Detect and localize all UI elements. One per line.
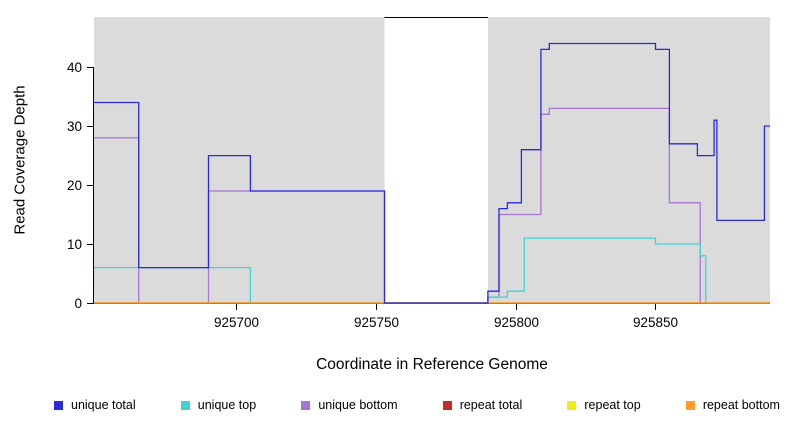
legend-swatch-repeat-top [567, 400, 577, 410]
y-tick-label: 0 [74, 296, 82, 311]
y-tick-label: 40 [67, 60, 82, 75]
legend-swatch-unique-top [180, 400, 190, 410]
legend-label: repeat bottom [702, 398, 780, 412]
y-tick-label: 10 [67, 237, 82, 252]
legend-swatch-unique-total [54, 400, 63, 410]
legend-item-unique-total: unique total [54, 398, 136, 412]
legend-item-repeat-total: repeat total [442, 398, 523, 412]
legend-label: repeat total [459, 398, 523, 412]
series-unique-total [94, 42, 770, 304]
y-tick-label: 30 [67, 119, 82, 134]
legend-label: unique total [71, 398, 136, 412]
y-tick-label: 20 [67, 178, 82, 193]
legend-label: repeat top [584, 398, 641, 412]
panel-region-left [94, 17, 385, 303]
coverage-plot: 0 10 20 30 40 925700 925750 925800 925850 [67, 17, 770, 330]
x-tick-label: 925750 [354, 315, 399, 330]
legend-swatch-repeat-total [442, 400, 452, 410]
coverage-gap-region [384, 17, 488, 303]
legend-item-unique-top: unique top [180, 398, 257, 412]
legend-swatch-repeat-bottom [685, 400, 695, 410]
panel-region-right [487, 17, 770, 303]
x-tick-label: 925800 [494, 315, 539, 330]
legend-label: unique top [197, 398, 257, 412]
legend: unique total unique top unique bottom repea… [54, 398, 780, 412]
x-tick-label: 925700 [214, 315, 259, 330]
legend-item-repeat-bottom: repeat bottom [685, 398, 780, 412]
y-axis-title: Read Coverage Depth [11, 85, 29, 235]
x-tick-label: 925850 [633, 315, 678, 330]
legend-item-repeat-top: repeat top [567, 398, 641, 412]
legend-item-unique-bottom: unique bottom [301, 398, 398, 412]
legend-label: unique bottom [318, 398, 398, 412]
legend-swatch-unique-bottom [301, 400, 311, 410]
x-axis-title: Coordinate in Reference Genome [316, 356, 548, 373]
